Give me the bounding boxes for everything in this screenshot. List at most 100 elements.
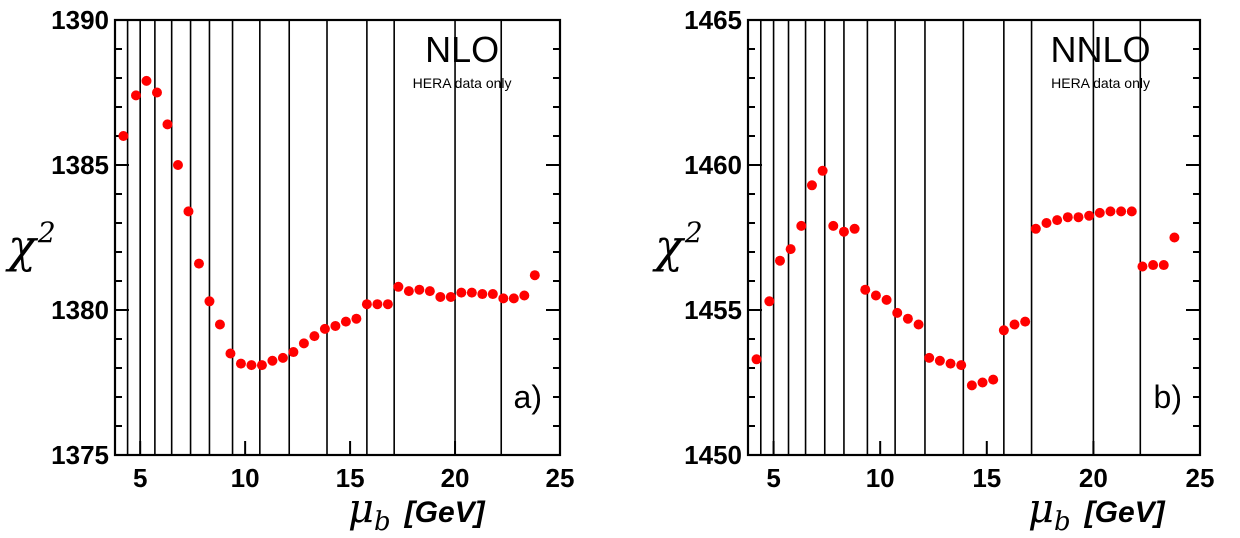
data-point — [902, 313, 913, 324]
data-point — [1137, 261, 1148, 272]
y-axis-symbol: χ — [652, 219, 686, 273]
data-point — [1073, 212, 1084, 223]
chart-panel-1: 1375 1380 1385 1390 5 10 15 20 25 NLO HERA data on… — [5, 5, 574, 537]
data-point — [414, 284, 425, 295]
data-point — [151, 87, 162, 98]
data-point — [966, 380, 977, 391]
data-point — [361, 299, 372, 310]
data-point — [382, 299, 393, 310]
x-axis-subscript: b — [1054, 507, 1071, 537]
data-point — [130, 90, 141, 101]
x-tick-label: 25 — [1186, 463, 1215, 493]
data-point — [508, 293, 519, 304]
data-point — [1158, 260, 1169, 271]
panel-subtitle: HERA data only — [1051, 75, 1150, 91]
data-point — [934, 355, 945, 366]
data-point — [881, 294, 892, 305]
data-point — [319, 323, 330, 334]
x-tick-label: 20 — [441, 463, 470, 493]
panel-tag: b) — [1154, 379, 1182, 415]
data-point — [977, 377, 988, 388]
data-point — [288, 347, 299, 358]
y-axis-superscript: 2 — [37, 216, 56, 249]
x-axis-unit: [GeV] — [1084, 496, 1166, 529]
data-point — [1030, 223, 1041, 234]
data-point — [785, 244, 796, 255]
data-point — [796, 220, 807, 231]
data-point — [372, 299, 383, 310]
data-point — [519, 290, 530, 301]
data-point — [487, 289, 498, 300]
x-tick-label: 15 — [972, 463, 1001, 493]
x-axis-subscript: b — [374, 507, 391, 537]
y-axis-label: χ2 — [652, 216, 703, 273]
x-axis-symbol: μ — [1028, 486, 1054, 532]
data-point — [1126, 206, 1137, 217]
data-point — [277, 352, 288, 363]
x-axis-symbol: μ — [348, 486, 374, 532]
y-tick-label: 1460 — [684, 150, 742, 180]
data-point — [214, 319, 225, 330]
y-axis-superscript: 2 — [684, 216, 703, 249]
data-point — [1009, 319, 1020, 330]
data-point — [456, 287, 467, 298]
panel-tag: a) — [514, 379, 542, 415]
data-point — [1148, 260, 1159, 271]
data-point — [330, 320, 341, 331]
data-point — [1052, 215, 1063, 226]
data-point — [751, 354, 762, 365]
data-point — [1116, 206, 1127, 217]
data-point — [340, 316, 351, 327]
data-point — [246, 360, 257, 371]
data-point — [477, 289, 488, 300]
data-point — [162, 119, 173, 130]
data-point — [764, 296, 775, 307]
data-point — [235, 358, 246, 369]
y-tick-label: 1455 — [684, 295, 742, 325]
data-point — [1105, 206, 1116, 217]
data-point — [956, 360, 967, 371]
data-point — [870, 290, 881, 301]
data-point — [892, 307, 903, 318]
x-axis-label: μb [GeV] — [1028, 486, 1166, 537]
data-point — [860, 284, 871, 295]
data-point — [118, 131, 129, 141]
data-point — [267, 355, 278, 366]
panel-subtitle: HERA data only — [413, 75, 512, 91]
data-point — [774, 255, 785, 266]
data-point — [393, 281, 404, 292]
x-tick-label: 10 — [866, 463, 895, 493]
y-tick-label: 1390 — [51, 5, 109, 35]
y-tick-label: 1385 — [51, 150, 109, 180]
y-tick-label: 1450 — [684, 440, 742, 470]
data-point — [193, 258, 204, 269]
data-point — [256, 360, 267, 371]
data-point — [172, 160, 183, 170]
plot-frame — [113, 18, 562, 457]
data-point — [924, 352, 935, 363]
x-tick-label: 5 — [133, 463, 147, 493]
data-point — [351, 313, 362, 324]
data-point — [1094, 207, 1105, 218]
data-point — [298, 338, 309, 349]
y-tick-label: 1465 — [684, 5, 742, 35]
x-tick-label: 5 — [766, 463, 780, 493]
data-point — [141, 75, 152, 86]
y-axis-symbol: χ — [5, 219, 39, 273]
data-point — [838, 226, 849, 237]
data-point — [998, 325, 1009, 336]
x-tick-label: 20 — [1079, 463, 1108, 493]
data-point — [1084, 210, 1095, 221]
panel-title: NNLO — [1051, 29, 1151, 70]
data-point — [183, 206, 194, 217]
y-tick-label: 1380 — [51, 295, 109, 325]
data-point — [1062, 212, 1073, 223]
data-point — [945, 358, 956, 369]
data-point — [913, 319, 924, 330]
data-point — [849, 223, 860, 234]
data-point — [1169, 232, 1180, 243]
x-tick-label: 15 — [336, 463, 365, 493]
data-point — [498, 293, 509, 304]
data-point — [225, 348, 236, 359]
